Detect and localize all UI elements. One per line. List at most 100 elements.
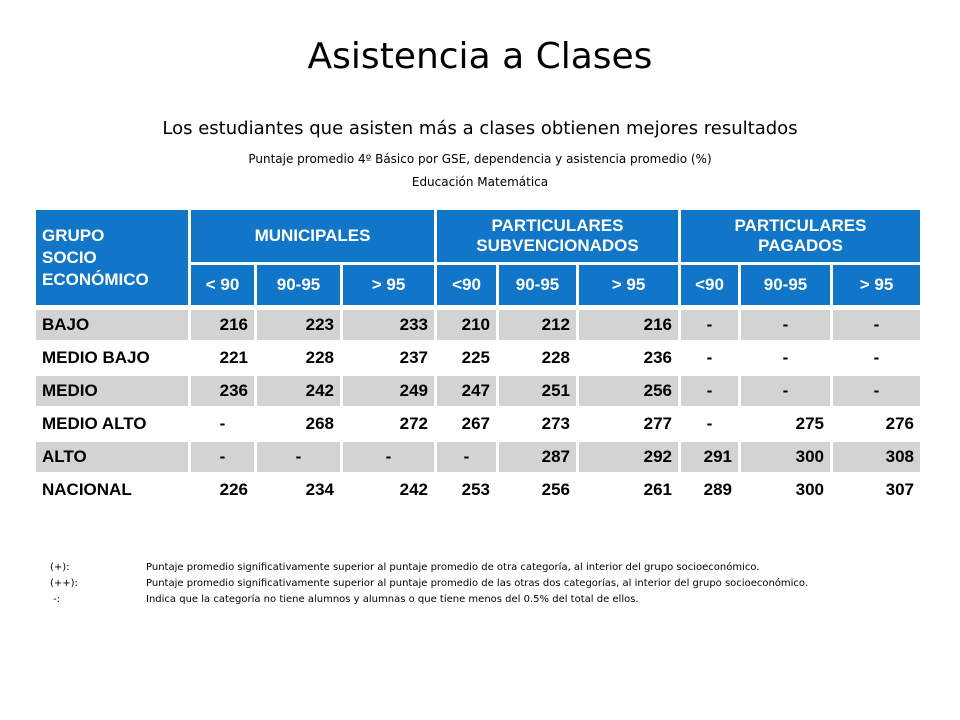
score-cell: 267 xyxy=(434,406,496,439)
score-cell: 237 xyxy=(340,340,434,373)
score-cell: - xyxy=(678,340,738,373)
score-cell: - xyxy=(830,340,920,373)
attendance-header: > 95 xyxy=(830,262,920,305)
attendance-header: < 90 xyxy=(188,262,254,305)
footnotes: (+): Puntaje promedio significativamente… xyxy=(50,560,910,608)
score-cell: 256 xyxy=(576,373,678,406)
corner-line: GRUPO xyxy=(42,225,105,245)
table-row: MEDIO BAJO 221 228 237 225 228 236- - - xyxy=(36,340,920,373)
footnote-key: (+): xyxy=(50,562,70,573)
score-cell: 242 xyxy=(340,472,434,505)
score-cell: 247 xyxy=(434,373,496,406)
group-header-pagados: PARTICULARES PAGADOS xyxy=(678,210,920,262)
score-cell: 228 xyxy=(254,340,340,373)
score-cell: 268 xyxy=(254,406,340,439)
score-cell: - xyxy=(188,406,254,439)
score-cell: 236 xyxy=(188,373,254,406)
attendance-header: > 95 xyxy=(576,262,678,305)
score-cell: 221 xyxy=(188,340,254,373)
group-header-row: GRUPO SOCIO ECONÓMICO MUNICIPALES PARTIC… xyxy=(36,210,920,305)
footnote-key: (++): xyxy=(50,578,78,589)
score-cell: - xyxy=(830,305,920,340)
corner-header: GRUPO SOCIO ECONÓMICO xyxy=(36,210,188,305)
footnote: -: Indica que la categoría no tiene alum… xyxy=(50,592,910,608)
score-cell: 212 xyxy=(496,305,576,340)
score-cell: 236 xyxy=(576,340,678,373)
corner-line: ECONÓMICO xyxy=(42,269,149,289)
score-cell: 233 xyxy=(340,305,434,340)
score-cell: 242 xyxy=(254,373,340,406)
score-cell: 289 xyxy=(678,472,738,505)
page-subtitle: Los estudiantes que asisten más a clases… xyxy=(162,118,798,139)
score-cell: - xyxy=(830,373,920,406)
score-cell: 275 xyxy=(738,406,830,439)
group-header-line: SUBVENCIONADOS xyxy=(476,236,639,255)
row-label: MEDIO xyxy=(36,373,188,406)
group-header-line: PARTICULARES xyxy=(491,216,624,235)
score-cell: 292 xyxy=(576,439,678,472)
row-label: NACIONAL xyxy=(36,472,188,505)
score-cell: 251 xyxy=(496,373,576,406)
table-row: MEDIO ALTO -268 272 267 273 277-275 276 xyxy=(36,406,920,439)
score-cell: - xyxy=(678,373,738,406)
score-cell: 276 xyxy=(830,406,920,439)
group-header-municipales: MUNICIPALES xyxy=(188,210,434,262)
footnote-text: Puntaje promedio significativamente supe… xyxy=(146,562,760,573)
row-label: MEDIO ALTO xyxy=(36,406,188,439)
score-cell: 300 xyxy=(738,439,830,472)
score-cell: 273 xyxy=(496,406,576,439)
score-cell: 261 xyxy=(576,472,678,505)
score-cell: 228 xyxy=(496,340,576,373)
footnote: (+): Puntaje promedio significativamente… xyxy=(50,560,910,576)
subject-caption: Educación Matemática xyxy=(411,175,549,189)
row-label: BAJO xyxy=(36,305,188,340)
results-table: GRUPO SOCIO ECONÓMICO MUNICIPALES PARTIC… xyxy=(36,210,920,505)
attendance-header: 90-95 xyxy=(496,262,576,305)
score-cell: - xyxy=(678,305,738,340)
group-header-line: PAGADOS xyxy=(758,236,843,255)
score-cell: 226 xyxy=(188,472,254,505)
score-cell: 300 xyxy=(738,472,830,505)
footnote: (++): Puntaje promedio significativament… xyxy=(50,576,910,592)
footnote-text: Indica que la categoría no tiene alumnos… xyxy=(146,594,639,605)
score-cell: 308 xyxy=(830,439,920,472)
table-body: BAJO 216 223 233 210 212 216- - - MEDIO BAJO 221 22… xyxy=(36,305,920,505)
score-cell: - xyxy=(254,439,340,472)
attendance-header-row: < 90 90-95 > 95 <90 90-95 > 95 <90 90-95… xyxy=(36,262,920,305)
score-cell: 277 xyxy=(576,406,678,439)
attendance-header: <90 xyxy=(434,262,496,305)
table-row: BAJO 216 223 233 210 212 216- - - xyxy=(36,305,920,340)
score-cell: - xyxy=(738,305,830,340)
footnote-text: Puntaje promedio significativamente supe… xyxy=(146,578,809,589)
footnote-key: -: xyxy=(50,594,61,605)
attendance-header: <90 xyxy=(678,262,738,305)
group-header-line: PARTICULARES xyxy=(734,216,867,235)
score-cell: 223 xyxy=(254,305,340,340)
score-cell: 225 xyxy=(434,340,496,373)
score-cell: - xyxy=(738,373,830,406)
corner-line: SOCIO xyxy=(42,247,97,267)
score-cell: 272 xyxy=(340,406,434,439)
score-cell: - xyxy=(340,439,434,472)
group-header-subvencionados: PARTICULARES SUBVENCIONADOS xyxy=(434,210,678,262)
table-row: MEDIO 236 242 249 247 251 256- - - xyxy=(36,373,920,406)
score-cell: 216 xyxy=(188,305,254,340)
score-cell: 234 xyxy=(254,472,340,505)
score-cell: - xyxy=(738,340,830,373)
table-row: NACIONAL 226 234 242 253 256 261 289 300 307 xyxy=(36,472,920,505)
score-cell: 249 xyxy=(340,373,434,406)
score-cell: - xyxy=(188,439,254,472)
score-cell: 253 xyxy=(434,472,496,505)
page-title: Asistencia a Clases xyxy=(307,36,653,77)
score-cell: - xyxy=(434,439,496,472)
group-header-line: MUNICIPALES xyxy=(254,226,371,245)
row-label: ALTO xyxy=(36,439,188,472)
row-label: MEDIO BAJO xyxy=(36,340,188,373)
score-cell: 216 xyxy=(576,305,678,340)
score-cell: 256 xyxy=(496,472,576,505)
attendance-header: > 95 xyxy=(340,262,434,305)
attendance-header: 90-95 xyxy=(254,262,340,305)
score-cell: - xyxy=(678,406,738,439)
attendance-header: 90-95 xyxy=(738,262,830,305)
score-cell: 307 xyxy=(830,472,920,505)
